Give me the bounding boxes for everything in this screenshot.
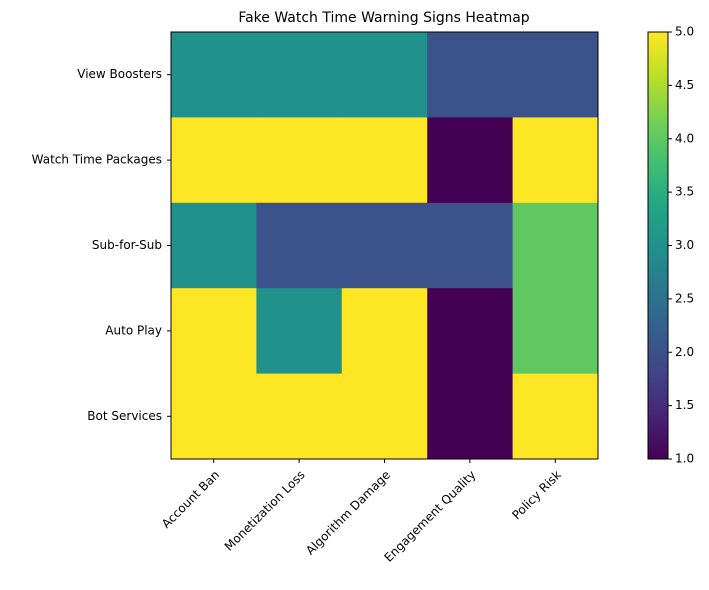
- heatmap-cell: [427, 32, 514, 118]
- heatmap-cell: [171, 202, 257, 289]
- colorbar-tick-label: 1.0: [675, 452, 694, 466]
- heatmap-cell: [341, 117, 428, 204]
- heatmap-cell: [256, 32, 343, 118]
- colorbar-tick-label: 2.0: [675, 345, 694, 359]
- heatmap-cell: [427, 373, 514, 460]
- heatmap-cell: [256, 202, 343, 289]
- heatmap-cell: [341, 202, 428, 289]
- colorbar-tick-label: 5.0: [675, 25, 694, 39]
- heatmap-cell: [512, 117, 599, 204]
- chart-title: Fake Watch Time Warning Signs Heatmap: [238, 10, 529, 26]
- colorbar-tick-label: 4.0: [675, 131, 694, 145]
- heatmap-cell: [341, 32, 428, 118]
- y-tick-label: Sub-for-Sub: [92, 238, 162, 252]
- heatmap-cell: [512, 32, 599, 118]
- heatmap-cell: [427, 288, 514, 375]
- x-tick-label: Account Ban: [159, 468, 222, 531]
- heatmap-cell: [171, 117, 257, 204]
- x-tick-label: Engagement Quality: [381, 468, 478, 565]
- colorbar: [647, 31, 669, 460]
- colorbar-tick-label: 3.0: [675, 238, 694, 252]
- y-tick-label: Watch Time Packages: [32, 153, 162, 167]
- colorbar-tick-label: 2.5: [675, 291, 694, 305]
- x-tick-label: Algorithm Damage: [303, 468, 393, 558]
- heatmap-cell: [341, 288, 428, 375]
- heatmap-cell: [171, 373, 257, 460]
- colorbar-tick-label: 1.5: [675, 398, 694, 412]
- heatmap-cell: [171, 32, 257, 118]
- heatmap-cell: [427, 202, 514, 289]
- y-tick-label: Bot Services: [87, 409, 162, 423]
- colorbar-tick-label: 4.5: [675, 78, 694, 92]
- heatmap-cell: [171, 288, 257, 375]
- colorbar-tick-label: 3.5: [675, 185, 694, 199]
- heatmap-cell: [256, 373, 343, 460]
- y-tick-label: View Boosters: [77, 67, 162, 81]
- heatmap-cell: [427, 117, 514, 204]
- heatmap-cell: [256, 117, 343, 204]
- x-tick-label: Policy Risk: [509, 468, 564, 523]
- heatmap-cell: [512, 202, 599, 289]
- heatmap-cell: [256, 288, 343, 375]
- heatmap-cell: [512, 373, 599, 460]
- heatmap-cell: [512, 288, 599, 375]
- heatmap-cell: [341, 373, 428, 460]
- y-tick-label: Auto Play: [105, 323, 162, 337]
- x-tick-label: Monetization Loss: [222, 468, 308, 554]
